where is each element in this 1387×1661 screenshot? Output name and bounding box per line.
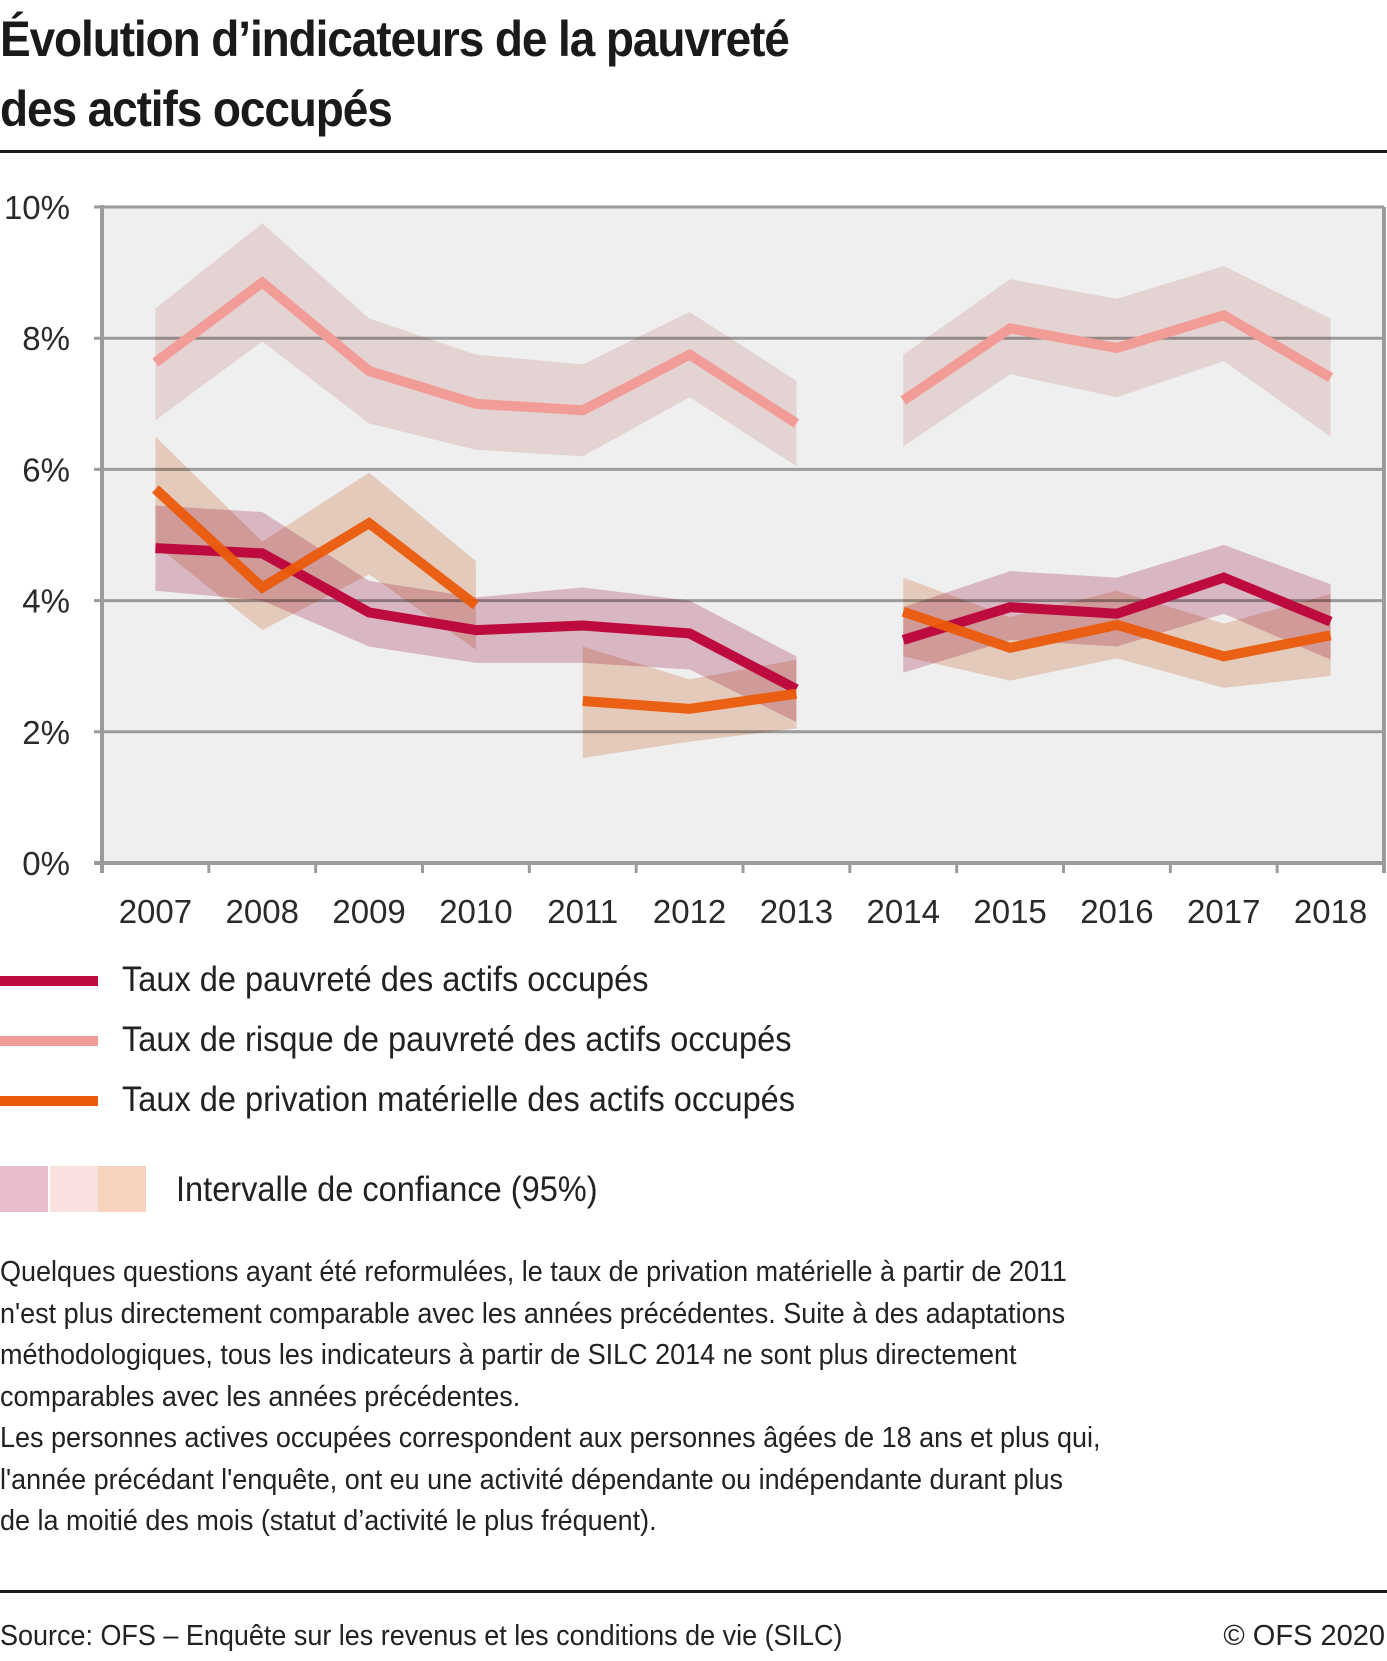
legend-label-confidence-interval: Intervalle de confiance (95%) [176,1170,598,1209]
x-tick-label: 2011 [547,893,618,930]
note-line: n'est plus directement comparable avec l… [0,1297,1066,1330]
x-tick-label: 2016 [1080,893,1153,930]
note-line: l'année précédant l'enquête, ont eu une … [0,1463,1063,1496]
y-tick-label: 4% [22,583,70,620]
legend-item-poverty: Taux de pauvreté des actifs occupés [0,960,1000,1000]
ci-swatches [0,1166,148,1212]
x-tick-label: 2008 [226,893,299,930]
y-tick-label: 10% [4,189,70,226]
chart-notes: Quelques questions ayant été reformulées… [0,1252,1283,1543]
top-divider [0,150,1387,153]
legend-label-risk: Taux de risque de pauvreté des actifs oc… [122,1020,792,1059]
ci-swatch-risk [50,1166,98,1212]
ci-swatch-deprivation [98,1166,146,1212]
note-line: Quelques questions ayant été reformulées… [0,1256,1067,1288]
x-tick-label: 2012 [653,893,726,930]
legend-item-deprivation: Taux de privation matérielle des actifs … [0,1080,1000,1120]
x-tick-label: 2013 [760,893,833,930]
series-lines [152,276,1334,714]
x-tick-label: 2007 [119,893,192,930]
y-tick-label: 8% [22,320,70,357]
bottom-divider [0,1590,1387,1593]
x-tick-label: 2018 [1294,893,1367,930]
note-line: de la moitié des mois (statut d’activité… [0,1505,657,1537]
legend-swatch-poverty [0,976,98,986]
x-tick-label: 2017 [1187,893,1260,930]
series-line-deprivation [152,485,479,610]
legend-label-poverty: Taux de pauvreté des actifs occupés [122,960,649,999]
legend-swatch-risk [0,1036,98,1046]
legend-item-confidence-interval: Intervalle de confiance (95%) [0,1166,1000,1212]
y-tick-label: 0% [22,845,70,882]
legend-swatch-deprivation [0,1096,98,1106]
x-tick-label: 2015 [973,893,1046,930]
chart-title: Évolution d’indicateurs de la pauvreté d… [0,4,1196,144]
copyright-text: © OFS 2020 [1223,1620,1385,1652]
ci-swatch-poverty [0,1166,48,1212]
source-text: Source: OFS – Enquête sur les revenus et… [0,1620,843,1652]
note-line: comparables avec les années précédentes. [0,1380,521,1413]
y-tick-label: 2% [22,714,70,751]
chart-title-line-2: des actifs occupés [0,81,393,137]
x-tick-label: 2010 [439,893,512,930]
legend-item-risk: Taux de risque de pauvreté des actifs oc… [0,1020,1000,1060]
x-axis-labels: 2007 2008 2009 2010 2011 2012 2013 2014 2015 2016… [119,893,1368,930]
x-tick-label: 2014 [867,893,940,930]
chart-title-line-1: Évolution d’indicateurs de la pauvreté [0,11,790,67]
line-chart: 0%2%4%6%8%10% 2007 2008 2009 2010 2011 2012 20… [4,189,1386,930]
confidence-band-risk [155,223,797,467]
y-axis-labels: 0% 2% 4% 6% 8% 10% [4,189,70,882]
note-line: méthodologiques, tous les indicateurs à … [0,1339,1017,1371]
legend-label-deprivation: Taux de privation matérielle des actifs … [122,1080,796,1119]
note-line: Les personnes actives occupées correspon… [0,1422,1101,1454]
axes [94,205,1386,873]
y-tick-label: 6% [22,451,70,488]
x-tick-label: 2009 [332,893,405,930]
